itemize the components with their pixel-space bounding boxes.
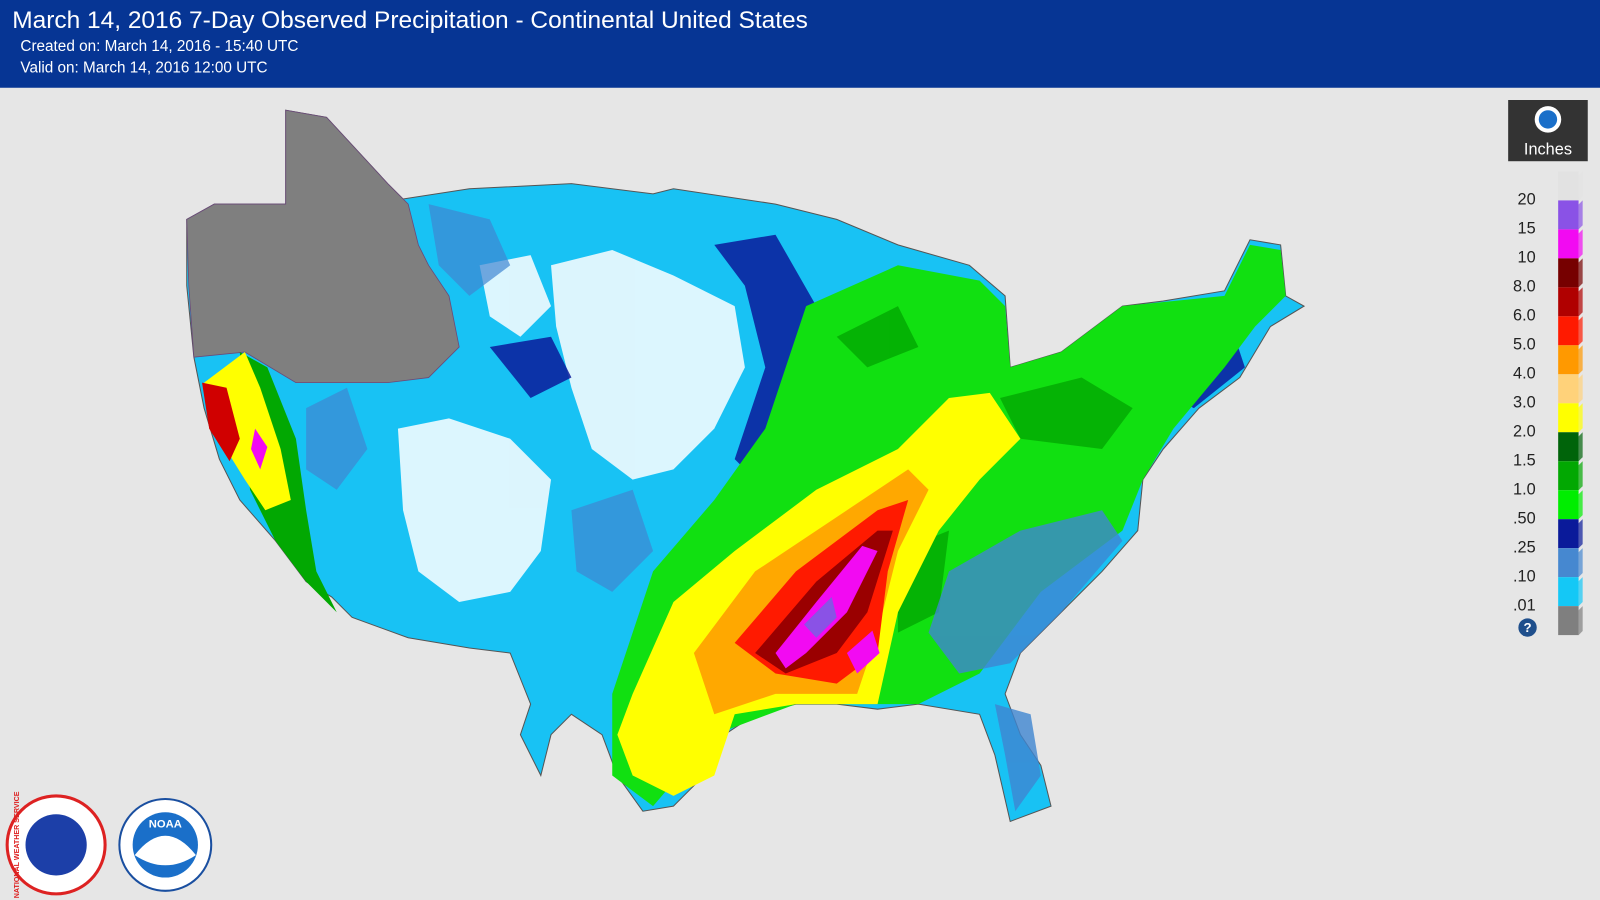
legend-swatch-side xyxy=(1578,258,1583,288)
southeast-blue xyxy=(928,510,1123,812)
gray-area xyxy=(186,109,460,384)
legend-label: 8.0 xyxy=(1513,278,1536,296)
legend-swatch-side xyxy=(1578,171,1583,201)
legend-swatch-side xyxy=(1578,287,1583,317)
noaa-icon-inner xyxy=(1538,110,1558,129)
legend-swatch xyxy=(1558,519,1579,549)
legend-swatch xyxy=(1558,577,1579,607)
purple-core xyxy=(804,596,837,638)
legend-swatch xyxy=(1558,461,1579,491)
noaa-logo: NOAA xyxy=(118,797,213,892)
help-label[interactable]: ? xyxy=(1524,620,1532,635)
legend-swatch-side xyxy=(1578,577,1583,607)
help-button[interactable] xyxy=(1518,618,1537,637)
legend-swatch xyxy=(1558,316,1579,346)
nws-text: NATIONAL WEATHER SERVICE xyxy=(13,791,21,898)
legend-swatch xyxy=(1558,548,1579,578)
magenta-spot xyxy=(846,630,880,674)
legend-swatch-side xyxy=(1578,374,1583,404)
legend-label: 5.0 xyxy=(1513,336,1536,354)
legend-swatch-side xyxy=(1578,403,1583,433)
legend-swatch xyxy=(1558,403,1579,433)
legend-swatch-side xyxy=(1578,606,1583,636)
legend-swatch-side xyxy=(1578,490,1583,520)
legend-label: 2.0 xyxy=(1513,423,1536,441)
legend-swatch xyxy=(1558,432,1579,462)
legend-label: .25 xyxy=(1513,538,1536,556)
california-red xyxy=(202,382,240,462)
legend-swatch xyxy=(1558,229,1579,259)
legend-swatch xyxy=(1558,345,1579,375)
california-magenta xyxy=(251,428,268,470)
light-blue-areas xyxy=(306,204,654,592)
noaa-bird xyxy=(134,835,196,866)
created: Created on: March 14, 2016 - 15:40 UTC xyxy=(20,38,298,55)
noaa-text: NOAA xyxy=(149,818,182,830)
legend-swatch-side xyxy=(1578,519,1583,549)
map xyxy=(186,109,1306,823)
legend-swatch xyxy=(1558,171,1579,201)
valid: Valid on: March 14, 2016 12:00 UTC xyxy=(20,59,267,76)
legend-scale: 20 15 10 8.0 6.0 5.0 4.0 3.0 2.0 1.5 1.0 .50 .25 .10.… xyxy=(1513,171,1583,636)
legend-label: 20 xyxy=(1518,191,1536,209)
legend-swatch xyxy=(1558,606,1579,636)
legend-label: 1.5 xyxy=(1513,452,1536,470)
legend-label: .10 xyxy=(1513,567,1536,585)
legend-swatch xyxy=(1558,490,1579,520)
legend-label: 6.0 xyxy=(1513,307,1536,325)
legend-swatch-side xyxy=(1578,548,1583,578)
title: March 14, 2016 7-Day Observed Precipitat… xyxy=(12,7,808,34)
legend-swatch-side xyxy=(1578,461,1583,491)
legend-label: .50 xyxy=(1513,509,1536,527)
legend-swatch-side xyxy=(1578,345,1583,375)
legend-label: 10 xyxy=(1518,249,1536,267)
nws-center xyxy=(25,814,87,876)
legend-swatch-side xyxy=(1578,200,1583,230)
dry-areas xyxy=(397,250,745,603)
legend: Inches 20 15 10 8.0 6.0 5.0 4.0 3.0 2.0 1.5 1.0 .50… xyxy=(1508,100,1588,637)
legend-label: 1.0 xyxy=(1513,481,1536,499)
legend-label: 15 xyxy=(1518,220,1536,238)
legend-swatch xyxy=(1558,374,1579,404)
header-bar xyxy=(0,0,1600,88)
legend-swatch-side xyxy=(1578,432,1583,462)
nws-logo: NATIONAL WEATHER SERVICE xyxy=(5,791,107,898)
legend-label: .01 xyxy=(1513,596,1536,614)
legend-swatch xyxy=(1558,200,1579,230)
legend-label: 4.0 xyxy=(1513,365,1536,383)
legend-swatch-side xyxy=(1578,316,1583,346)
legend-swatch-side xyxy=(1578,229,1583,259)
legend-unit: Inches xyxy=(1524,140,1572,158)
legend-swatch xyxy=(1558,287,1579,317)
legend-label: 3.0 xyxy=(1513,394,1536,412)
legend-swatch xyxy=(1558,258,1579,288)
